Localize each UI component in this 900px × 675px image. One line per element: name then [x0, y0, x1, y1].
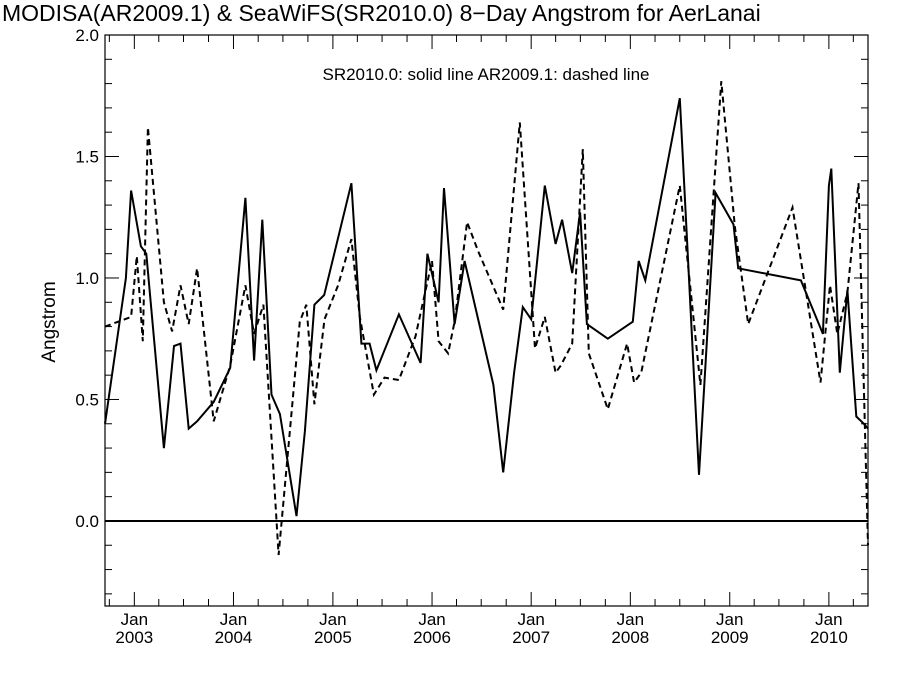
- x-tick-label-month: Jan: [815, 610, 842, 629]
- x-tick-label-month: Jan: [121, 610, 148, 629]
- x-tick-label-year: 2008: [611, 628, 649, 647]
- series-layer: [104, 81, 869, 556]
- x-tick-label-year: 2006: [413, 628, 451, 647]
- y-tick-label: 2.0: [75, 26, 99, 45]
- y-tick-label: 0.5: [75, 390, 99, 409]
- x-tick-label-year: 2007: [512, 628, 550, 647]
- x-tick-label-month: Jan: [319, 610, 346, 629]
- x-tick-label-year: 2010: [810, 628, 848, 647]
- x-tick-label-month: Jan: [617, 610, 644, 629]
- x-tick-label-month: Jan: [716, 610, 743, 629]
- x-tick-label-year: 2003: [115, 628, 153, 647]
- plot-frame: [104, 34, 869, 607]
- x-tick-label-year: 2009: [711, 628, 749, 647]
- x-tick-label-month: Jan: [220, 610, 247, 629]
- series-line-ar2009-1: [104, 81, 869, 556]
- chart-title: MODISA(AR2009.1) & SeaWiFS(SR2010.0) 8−D…: [2, 0, 761, 26]
- series-line-sr2010-0: [104, 98, 869, 517]
- axes-layer: 0.00.51.01.52.0Jan2003Jan2004Jan2005Jan2…: [75, 26, 869, 647]
- x-tick-label-year: 2005: [314, 628, 352, 647]
- y-tick-label: 0.0: [75, 512, 99, 531]
- y-tick-label: 1.5: [75, 147, 99, 166]
- legend-annotation: SR2010.0: solid line AR2009.1: dashed li…: [322, 65, 649, 84]
- y-tick-label: 1.0: [75, 269, 99, 288]
- x-tick-label-year: 2004: [215, 628, 253, 647]
- y-axis-label: Angstrom: [39, 281, 60, 362]
- x-tick-label-month: Jan: [418, 610, 445, 629]
- x-tick-label-month: Jan: [517, 610, 544, 629]
